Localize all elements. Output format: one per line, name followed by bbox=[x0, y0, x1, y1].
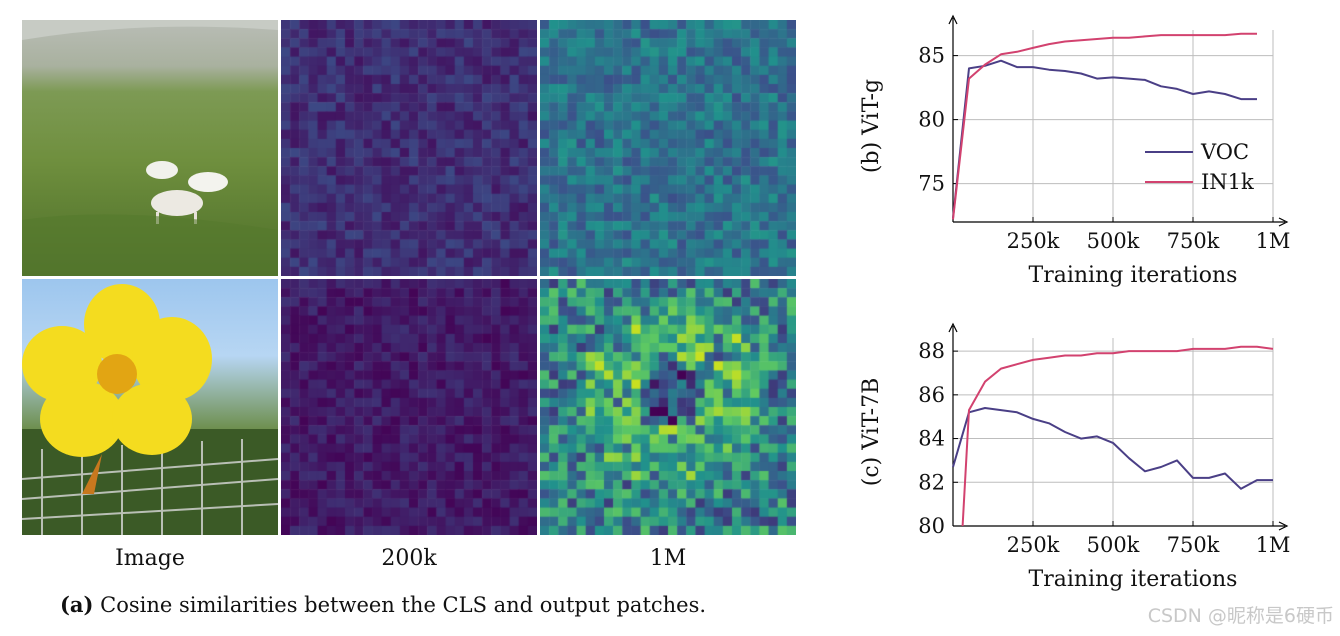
y-axis-arrow bbox=[948, 322, 958, 333]
y-axis-arrow bbox=[948, 14, 958, 25]
panel-label: (b) ViT-g bbox=[859, 79, 884, 173]
series-line-voc bbox=[952, 59, 1257, 219]
x-axis-arrow bbox=[1278, 521, 1289, 531]
series-line-in1k bbox=[961, 345, 1274, 527]
y-tick-label: 86 bbox=[918, 383, 945, 407]
chart-vit-g: 250k 500k 750k 1M 75 80 85 Training iterations (… bbox=[859, 14, 1291, 288]
column-label-1m: 1M bbox=[649, 546, 687, 571]
series-line-in1k bbox=[952, 32, 1257, 220]
x-axis-arrow bbox=[1278, 217, 1289, 227]
caption-tag: (a) bbox=[60, 592, 94, 617]
x-axis-label: Training iterations bbox=[1029, 263, 1238, 288]
caption-text: Cosine similarities between the CLS and … bbox=[100, 593, 707, 617]
x-tick-label: 1M bbox=[1256, 229, 1291, 253]
watermark: CSDN @昵称是6硬币 bbox=[1147, 605, 1334, 627]
x-tick-label: 750k bbox=[1167, 533, 1220, 557]
x-axis-label: Training iterations bbox=[1029, 567, 1238, 592]
legend-label-in1k: IN1k bbox=[1201, 170, 1254, 194]
x-tick-label: 500k bbox=[1087, 533, 1140, 557]
similarity-map-flower-1m bbox=[540, 279, 796, 535]
x-tick-label: 250k bbox=[1007, 533, 1060, 557]
x-tick-label: 250k bbox=[1007, 229, 1060, 253]
y-tick-label: 82 bbox=[918, 470, 945, 494]
column-label-200k: 200k bbox=[381, 546, 437, 571]
column-label-image: Image bbox=[115, 546, 185, 571]
flower-photo bbox=[22, 279, 278, 535]
series-line-voc bbox=[952, 407, 1273, 490]
flower-photo-drawing bbox=[22, 284, 278, 535]
sheep-photo bbox=[22, 20, 278, 276]
x-tick-label: 1M bbox=[1256, 533, 1291, 557]
y-tick-label: 75 bbox=[918, 172, 945, 196]
similarity-map-sheep-1m bbox=[540, 20, 796, 276]
sheep-photo-drawing bbox=[22, 20, 278, 276]
x-tick-label: 500k bbox=[1087, 229, 1140, 253]
y-tick-label: 80 bbox=[918, 514, 945, 538]
x-tick-label: 750k bbox=[1167, 229, 1220, 253]
y-tick-label: 80 bbox=[918, 108, 945, 132]
y-tick-label: 84 bbox=[918, 427, 945, 451]
panel-label: (c) ViT-7B bbox=[859, 378, 884, 486]
y-tick-label: 85 bbox=[918, 44, 945, 68]
similarity-map-sheep-200k bbox=[281, 20, 537, 276]
chart-vit-7b: 250k 500k 750k 1M 80 82 84 86 88 Training iterati… bbox=[859, 322, 1291, 592]
y-tick-label: 88 bbox=[918, 339, 945, 363]
similarity-map-flower-200k bbox=[281, 279, 537, 535]
legend-label-voc: VOC bbox=[1200, 140, 1249, 164]
figure-caption: (a) Cosine similarities between the CLS … bbox=[60, 592, 706, 617]
